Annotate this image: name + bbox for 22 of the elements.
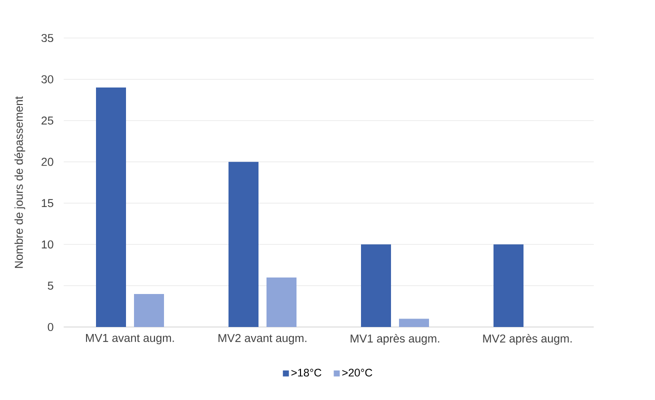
bar xyxy=(266,277,297,327)
x-tick-label: MV1 après augm. xyxy=(350,334,440,345)
y-axis-title: Nombre de jours de dépassement xyxy=(14,96,26,268)
y-tick-label: 15 xyxy=(42,199,54,208)
y-tick-label: 10 xyxy=(42,240,54,248)
y-tick-label: 0 xyxy=(48,322,54,332)
bar xyxy=(494,244,524,327)
bar xyxy=(361,244,392,327)
y-tick-label: 30 xyxy=(41,75,54,84)
y-tick-label: 35 xyxy=(41,34,54,42)
x-tick-label: MV1 avant augm. xyxy=(86,334,174,344)
bar xyxy=(134,294,164,327)
y-tick-label: 20 xyxy=(42,158,54,166)
y-tick-label: 5 xyxy=(48,282,54,290)
bar xyxy=(399,318,430,327)
x-tick-label: MV2 après augm. xyxy=(483,334,572,345)
bar xyxy=(228,162,258,327)
x-tick-label: MV2 avant augm. xyxy=(218,334,306,344)
legend-label: >18°C xyxy=(291,368,322,377)
bar xyxy=(96,88,126,327)
legend-label: >20°C xyxy=(342,368,372,377)
y-tick-label: 25 xyxy=(42,116,54,125)
